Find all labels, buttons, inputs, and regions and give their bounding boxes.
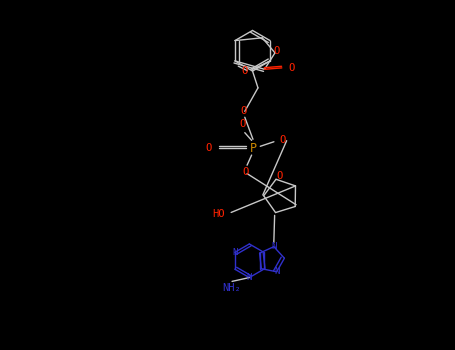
Text: O: O xyxy=(279,135,285,145)
Text: O: O xyxy=(273,46,280,56)
Text: P: P xyxy=(249,141,257,155)
Text: O: O xyxy=(205,143,212,153)
Text: O: O xyxy=(243,167,249,177)
Text: HO: HO xyxy=(212,209,225,219)
Text: O: O xyxy=(239,119,246,129)
Text: N: N xyxy=(247,273,252,282)
Text: O: O xyxy=(277,172,283,182)
Text: O: O xyxy=(240,106,247,116)
Text: O: O xyxy=(242,66,248,76)
Text: N: N xyxy=(232,248,238,257)
Text: N: N xyxy=(271,242,277,251)
Text: N: N xyxy=(274,267,279,276)
Text: O: O xyxy=(288,63,295,73)
Text: NH₂: NH₂ xyxy=(222,283,242,293)
